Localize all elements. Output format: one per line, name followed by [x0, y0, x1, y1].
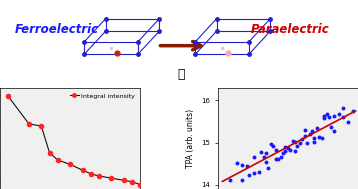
Point: [244, 164, 250, 167]
Point: [314, 126, 320, 129]
Point: [258, 150, 264, 153]
Point: [239, 164, 245, 167]
Point: [307, 132, 313, 136]
Point: [287, 148, 293, 151]
Point: [227, 179, 233, 182]
Point: [321, 114, 327, 117]
Point: [251, 155, 257, 158]
Point: [311, 141, 317, 144]
Point: [304, 141, 310, 144]
Point: [340, 106, 346, 109]
Point: [302, 129, 308, 132]
Point: [234, 161, 240, 164]
Point: [321, 116, 327, 119]
Point: [309, 129, 315, 132]
Point: [273, 158, 279, 161]
Point: [290, 139, 295, 142]
Point: [302, 135, 308, 138]
Point: [282, 145, 288, 148]
Point: [311, 136, 317, 139]
Text: Ferroelectric: Ferroelectric: [14, 22, 98, 36]
Point: [319, 136, 325, 139]
Point: [275, 157, 281, 160]
Point: [295, 144, 300, 147]
Point: [263, 161, 269, 164]
Point: [263, 151, 269, 154]
Point: [297, 141, 303, 144]
Point: [266, 166, 271, 169]
Point: [299, 138, 305, 141]
Point: [329, 126, 334, 129]
Point: [251, 171, 257, 174]
Point: [324, 113, 329, 116]
Text: Paraelectric: Paraelectric: [251, 22, 329, 36]
Point: [350, 109, 356, 112]
Point: [256, 171, 262, 174]
Text: 🔥: 🔥: [177, 68, 184, 81]
Point: [292, 149, 298, 152]
Point: [316, 135, 322, 138]
Legend: Integral intensity: Integral intensity: [67, 91, 137, 101]
Point: [239, 178, 245, 181]
Point: [331, 129, 337, 132]
Y-axis label: TPA (arb. units): TPA (arb. units): [187, 109, 195, 168]
Point: [278, 156, 284, 159]
Point: [285, 146, 291, 149]
Point: [292, 140, 298, 143]
Point: [340, 116, 346, 119]
Point: [261, 155, 266, 158]
Point: [270, 145, 276, 148]
Point: [331, 115, 337, 118]
Point: [273, 148, 279, 151]
Point: [246, 174, 252, 177]
Point: [280, 152, 286, 155]
Point: [268, 143, 274, 146]
Point: [282, 149, 288, 152]
Point: [345, 121, 351, 124]
Point: [336, 113, 342, 116]
Point: [326, 115, 332, 118]
